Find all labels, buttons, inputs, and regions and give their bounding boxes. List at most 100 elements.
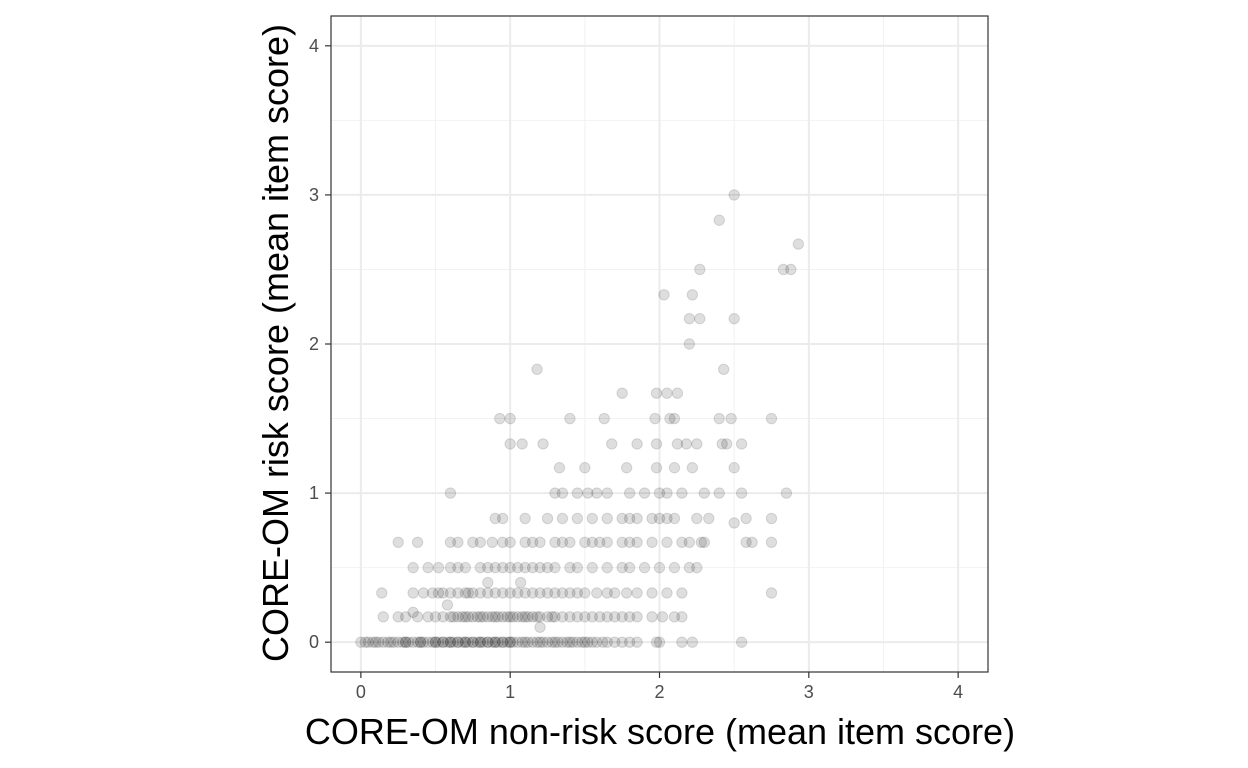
data-point [456,611,469,623]
data-point [556,587,569,599]
data-point [444,611,457,623]
data-point [444,487,457,499]
data-point [452,636,464,648]
data-point [564,536,576,548]
data-point [586,512,599,525]
data-point [594,536,606,548]
data-point [623,512,636,525]
data-point [541,512,554,525]
data-point [437,636,449,648]
data-point [541,587,554,599]
data-point [646,536,658,548]
data-point [598,412,610,425]
data-point [422,611,434,623]
data-point [616,636,628,648]
data-point [417,587,430,599]
data-point [564,636,576,648]
data-point [579,536,591,548]
data-point [452,636,464,648]
data-point [683,561,696,574]
data-point [537,636,549,648]
data-point [362,636,375,648]
data-point [504,412,516,425]
data-point [728,312,740,325]
data-point [444,636,457,648]
data-point [546,611,558,623]
data-point [399,611,412,623]
data-point [556,536,569,548]
data-point [606,438,618,450]
data-point [407,606,419,619]
data-point [561,636,573,648]
data-point [467,636,479,648]
data-point [452,536,464,548]
data-point [683,536,696,548]
data-point [407,636,419,648]
data-point [631,536,643,548]
data-point [492,611,504,623]
data-point [546,636,558,648]
data-point [686,462,699,474]
data-point [474,561,487,574]
data-point [601,561,613,574]
data-point [638,487,651,499]
data-point [452,561,464,574]
data-point [504,636,516,648]
data-point [492,636,504,648]
data-point [444,561,457,574]
data-point [638,561,651,574]
data-point [601,636,613,648]
data-point [507,636,519,648]
data-point [720,438,733,450]
data-point [676,587,688,599]
data-point [474,587,487,599]
data-point [653,487,666,499]
data-point [541,561,554,574]
data-point [594,611,606,623]
data-point [656,611,669,623]
data-point [537,438,549,450]
data-point [399,636,412,648]
data-point [601,536,613,548]
data-point [482,587,494,599]
data-point [616,512,628,525]
data-point [482,611,494,623]
data-point [504,611,516,623]
x-tick-label: 3 [804,682,814,702]
data-point [671,438,684,450]
data-point [713,214,725,226]
data-point [676,636,688,648]
data-point [396,636,409,648]
data-point [501,611,513,623]
data-point [541,611,554,623]
data-point [676,487,688,499]
data-point [620,462,633,474]
data-point [571,611,584,623]
data-point [556,512,569,525]
data-point [477,611,490,623]
data-point [377,636,389,648]
data-point [444,587,457,599]
data-point [686,636,699,648]
data-point [586,611,599,623]
grid-major [331,16,988,672]
data-point [459,611,472,623]
data-point [429,611,442,623]
data-point [459,587,472,599]
data-point [650,387,663,399]
y-axis-ticks: 0 1 2 3 4 [309,36,331,652]
data-point [471,611,484,623]
data-point [646,611,658,623]
data-point [522,636,534,648]
data-point [609,587,621,599]
data-point [452,611,464,623]
data-point [526,536,539,548]
data-point [511,587,524,599]
data-point [691,438,703,450]
data-point [385,636,397,648]
data-point [511,561,524,574]
data-point [586,536,599,548]
data-point [616,536,628,548]
data-point [474,636,487,648]
data-point [631,512,643,525]
